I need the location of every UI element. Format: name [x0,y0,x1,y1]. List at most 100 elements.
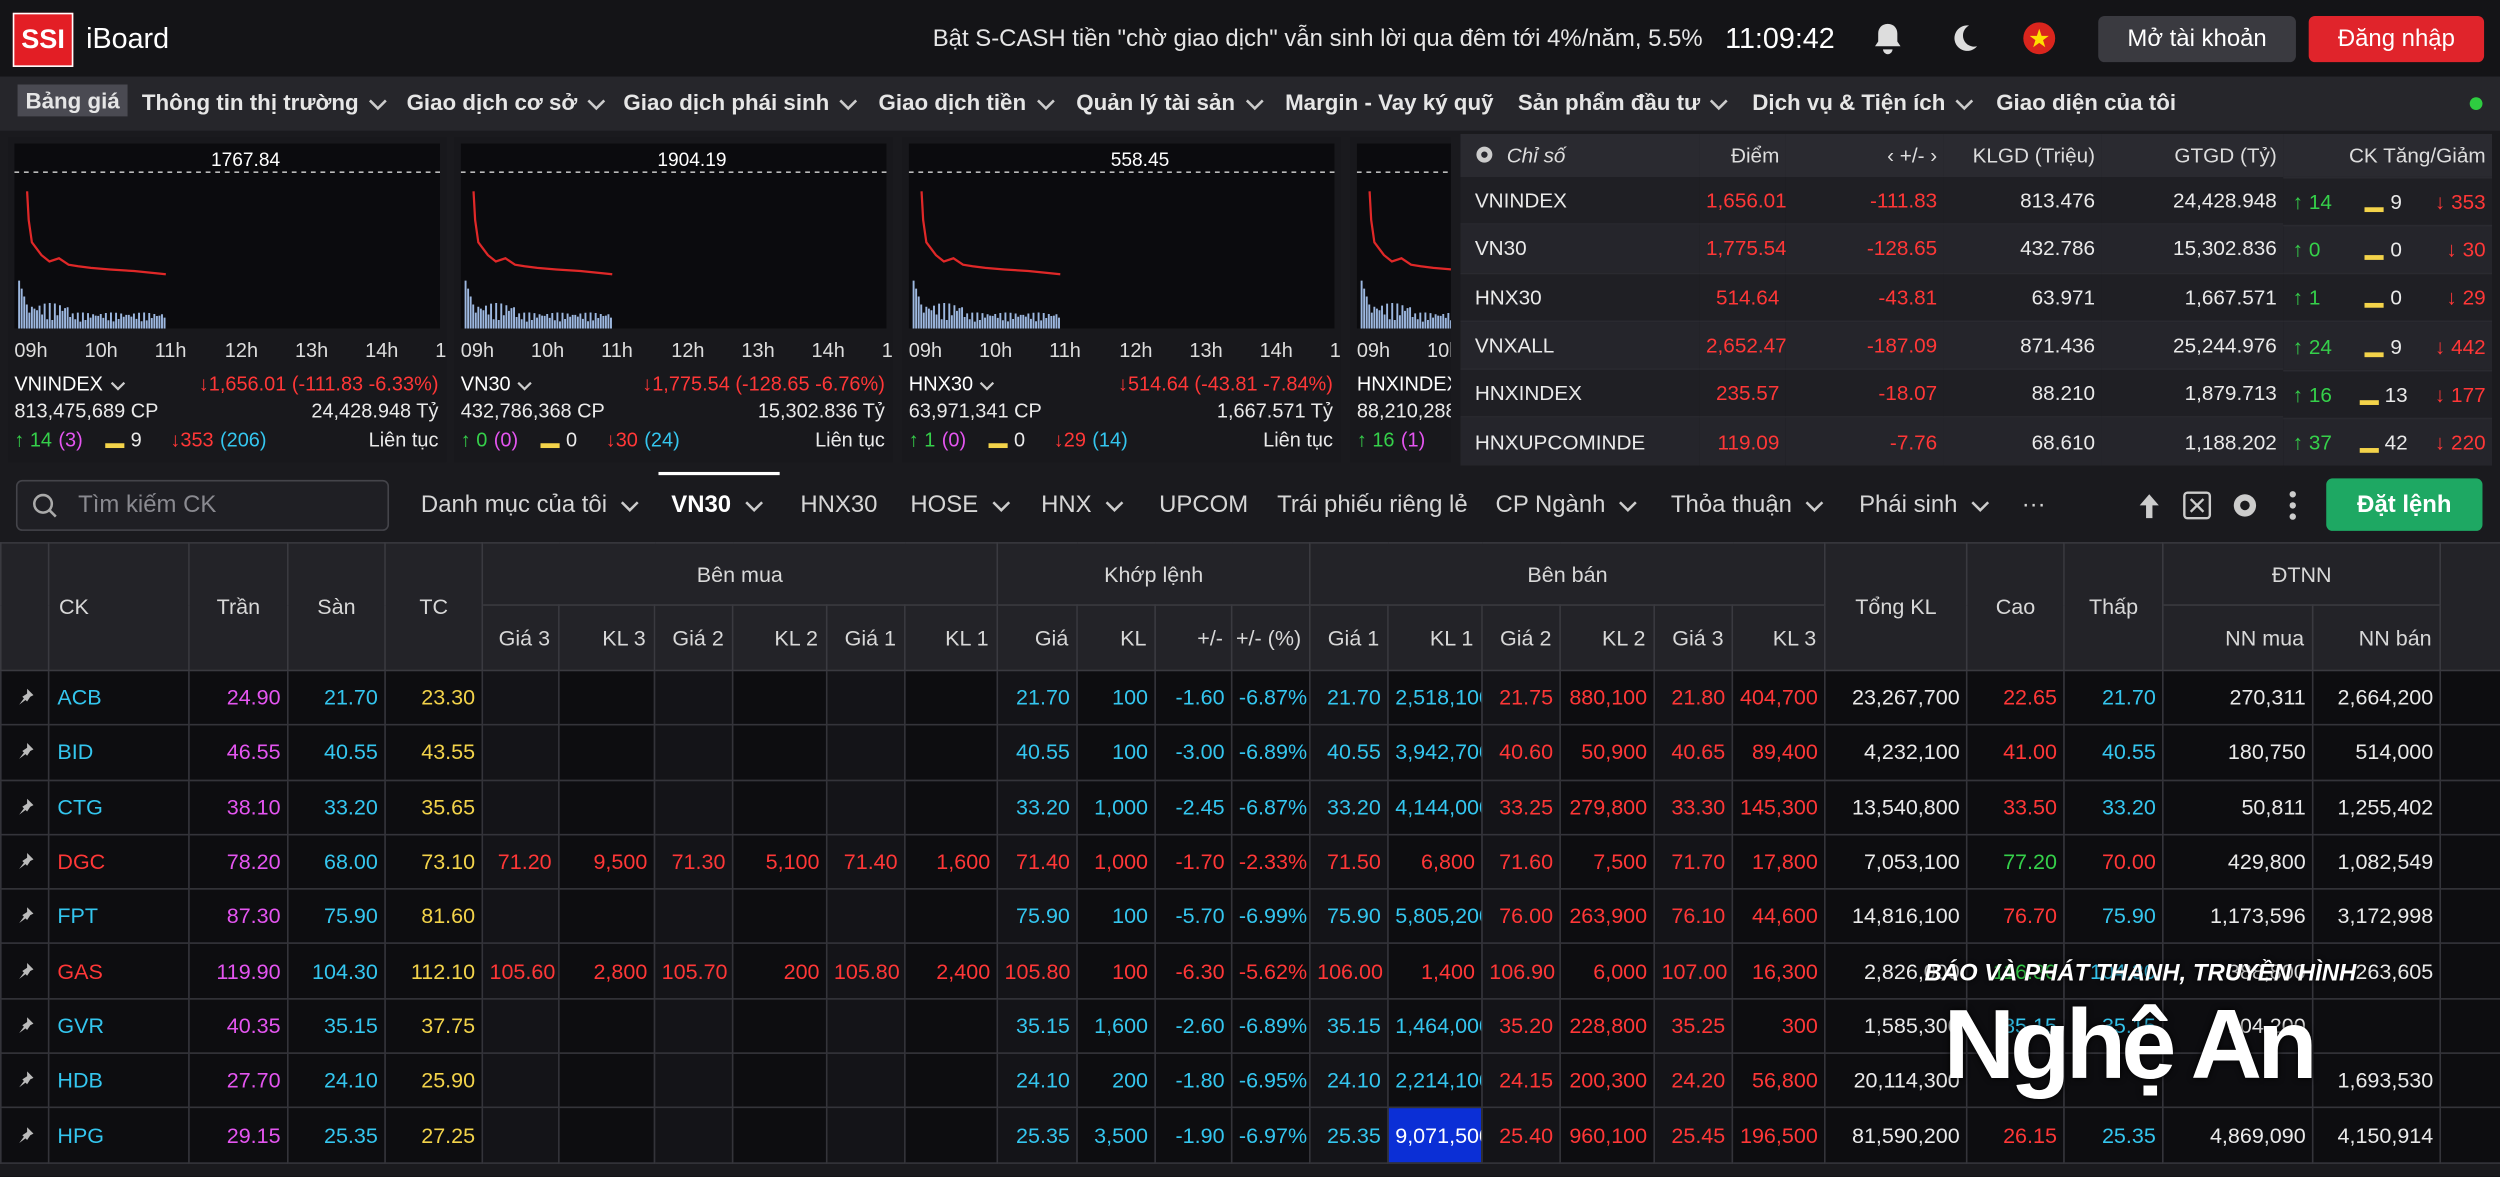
index-breadth: ↑ 24 9 ↓ 442 [2283,321,2493,370]
stock-row[interactable]: CTG 38.10 33.20 35.65 33.20 1,000 -2.45 -6.87% 3… [0,779,2500,836]
unchanged-icon [2364,351,2385,357]
settings-icon[interactable] [2229,489,2261,521]
advances: ↑ 1 [908,428,936,452]
search-box[interactable]: Tìm kiếm CK [15,479,390,531]
stock-row[interactable]: GVR 40.35 35.15 37.75 35.15 1,600 -2.60 -6.89% 3… [0,997,2500,1055]
cell: 70.00 [2063,833,2164,890]
pin[interactable] [0,724,50,781]
bell-icon[interactable] [1872,21,1904,56]
price-line [920,191,1061,276]
tab[interactable]: ··· [2021,491,2046,519]
sub-header: Giá 1 [1309,604,1389,672]
tab[interactable]: Trái phiếu riêng lẻ [1277,491,1468,519]
symbol[interactable]: HDB [47,1052,190,1109]
mini-chart-card[interactable]: 1767.84 09h 10h 11h 12h 13h 14h 15h VNINDEX ↓1,65… [7,137,447,463]
pin[interactable] [0,997,50,1055]
nav-item[interactable]: Thông tin thị trường [141,89,359,115]
chevron-icon [620,501,639,513]
index-name[interactable]: HNXINDEX [1356,373,1451,396]
pin[interactable] [0,888,50,945]
unchanged: 0 [1013,428,1026,452]
language-flag[interactable] [2022,21,2057,56]
stock-row[interactable]: DGC 78.20 68.00 73.10 71.20 9,500 71.30 5,100 71… [0,833,2500,890]
cell: -6.89% [1230,997,1311,1055]
cell: 1,600 [904,833,999,890]
nav-item[interactable]: Giao diện của tôi [1996,89,2177,115]
cell: 228,800 [1559,997,1656,1055]
tab[interactable]: HNX30 [800,491,878,519]
tab[interactable]: UPCOM [1159,491,1249,519]
cell: -1.90 [1154,1107,1233,1164]
reference-label: 1904.19 [657,150,726,171]
index-row[interactable]: HNXUPCOMINDE 119.09 -7.76 68.610 1,188.202 ↑ … [1460,416,2493,467]
pin[interactable] [0,779,50,836]
stock-row[interactable]: HDB 27.70 24.10 25.90 24.10 200 -1.80 -6.95% 24.… [0,1052,2500,1109]
login-button[interactable]: Đăng nhập [2308,15,2485,63]
index-row[interactable]: VN30 1,775.54 -128.65 432.786 15,302.836 ↑ 0 0… [1460,223,2493,273]
logo[interactable]: SSI [12,12,74,67]
pin[interactable] [0,1107,50,1164]
pin[interactable] [0,833,50,890]
index-row[interactable]: VNINDEX 1,656.01 -111.83 813.476 24,428.948 ↑… [1460,175,2493,225]
hour-label: 10h [530,339,565,362]
symbol[interactable]: ACB [47,669,190,726]
index-row[interactable]: HNXINDEX 235.57 -18.07 88.210 1,879.713 ↑ 16 1… [1460,368,2493,418]
nav-item[interactable]: Giao dịch cơ sở [406,89,578,115]
stock-row[interactable]: ACB 24.90 21.70 23.30 21.70 100 -1.60 -6.87% 21.… [0,669,2500,726]
order-button[interactable]: Đặt lệnh [2326,478,2483,531]
open-account-button[interactable]: Mở tài khoản [2098,15,2296,63]
symbol[interactable]: BID [47,724,190,781]
symbol[interactable]: GAS [47,943,190,1000]
symbol[interactable]: DGC [47,833,190,890]
stock-row[interactable]: GAS 119.90 104.30 112.10 105.60 2,800 105.70 20… [0,943,2500,1000]
pin[interactable] [0,1052,50,1109]
mini-chart-card[interactable]: 558.45 09h 10h 11h 12h 13h 14h 15h HNX30 ↓514.64 … [902,137,1341,463]
nav-item[interactable]: Dịch vụ & Tiện ích [1752,89,1946,115]
symbol[interactable]: FPT [47,888,190,945]
symbol[interactable]: HPG [47,1107,190,1164]
cell: 7,053,100 [1824,833,1968,890]
sub-header: NN mua [2162,604,2314,672]
stock-row[interactable]: BID 46.55 40.55 43.55 40.55 100 -3.00 -6.89% 40.… [0,724,2500,781]
nav-item[interactable]: Quản lý tài sản [1076,89,1236,115]
index-name[interactable]: VN30 [460,373,511,396]
nav-item[interactable]: Giao dịch phái sinh [623,89,830,115]
unchanged: 9 [130,428,142,452]
tab[interactable]: VN30 [671,491,732,519]
mini-chart-card[interactable]: 09h 10h HNXINDEX 88,210,288 ↑ 16(1) [1350,137,1451,463]
symbol[interactable]: CTG [47,779,190,836]
cell: 24.10 [286,1052,386,1109]
declines: ↓ 442 [2434,334,2486,358]
nav-item[interactable]: Giao dịch tiền [878,89,1027,115]
symbol[interactable]: GVR [47,997,190,1055]
more-icon[interactable] [2286,489,2299,521]
index-name[interactable]: HNX30 [908,373,974,396]
tab[interactable]: CP Ngành [1495,491,1606,519]
cell: 25.35 [2063,1107,2164,1164]
nav-item[interactable]: Margin - Vay ký quỹ [1285,89,1494,115]
pin-icon [18,853,33,869]
ticker[interactable]: Bật S-CASH tiền "chờ giao dịch" vẫn sinh… [932,25,1703,53]
stock-row[interactable]: HPG 29.15 25.35 27.25 25.35 3,500 -1.90 -6.97% 2… [0,1107,2500,1164]
index-header-label: Điểm [1730,142,1780,167]
index-row[interactable]: HNX30 514.64 -43.81 63.971 1,667.571 ↑ 1 0 ↓ 29 [1460,271,2493,322]
tab[interactable]: HOSE [910,491,979,519]
cell: 100 [1076,943,1157,1000]
nav-item[interactable]: Bảng giá [17,84,128,117]
tab[interactable]: Danh mục của tôi [420,491,608,519]
pin-top-icon[interactable] [2136,491,2162,520]
pin[interactable] [0,669,50,726]
cell: 26.15 [1966,1107,2065,1164]
chevron-icon [1805,501,1824,513]
tab[interactable]: HNX [1041,491,1092,519]
index-name[interactable]: VNINDEX [14,373,103,396]
excel-icon[interactable] [2181,489,2213,521]
mini-chart-card[interactable]: 1904.19 09h 10h 11h 12h 13h 14h 15h VN30 ↓1,775.5… [454,137,893,463]
index-row[interactable]: VNXALL 2,652.47 -187.09 871.436 25,244.976 ↑ … [1460,320,2493,370]
tab[interactable]: Thỏa thuận [1670,491,1792,519]
tab[interactable]: Phái sinh [1859,491,1958,519]
stock-row[interactable]: FPT 87.30 75.90 81.60 75.90 100 -5.70 -6.99% 75.… [0,888,2500,945]
dark-mode-icon[interactable] [1948,22,1980,54]
nav-item[interactable]: Sản phẩm đầu tư [1517,89,1701,115]
pin[interactable] [0,943,50,1000]
